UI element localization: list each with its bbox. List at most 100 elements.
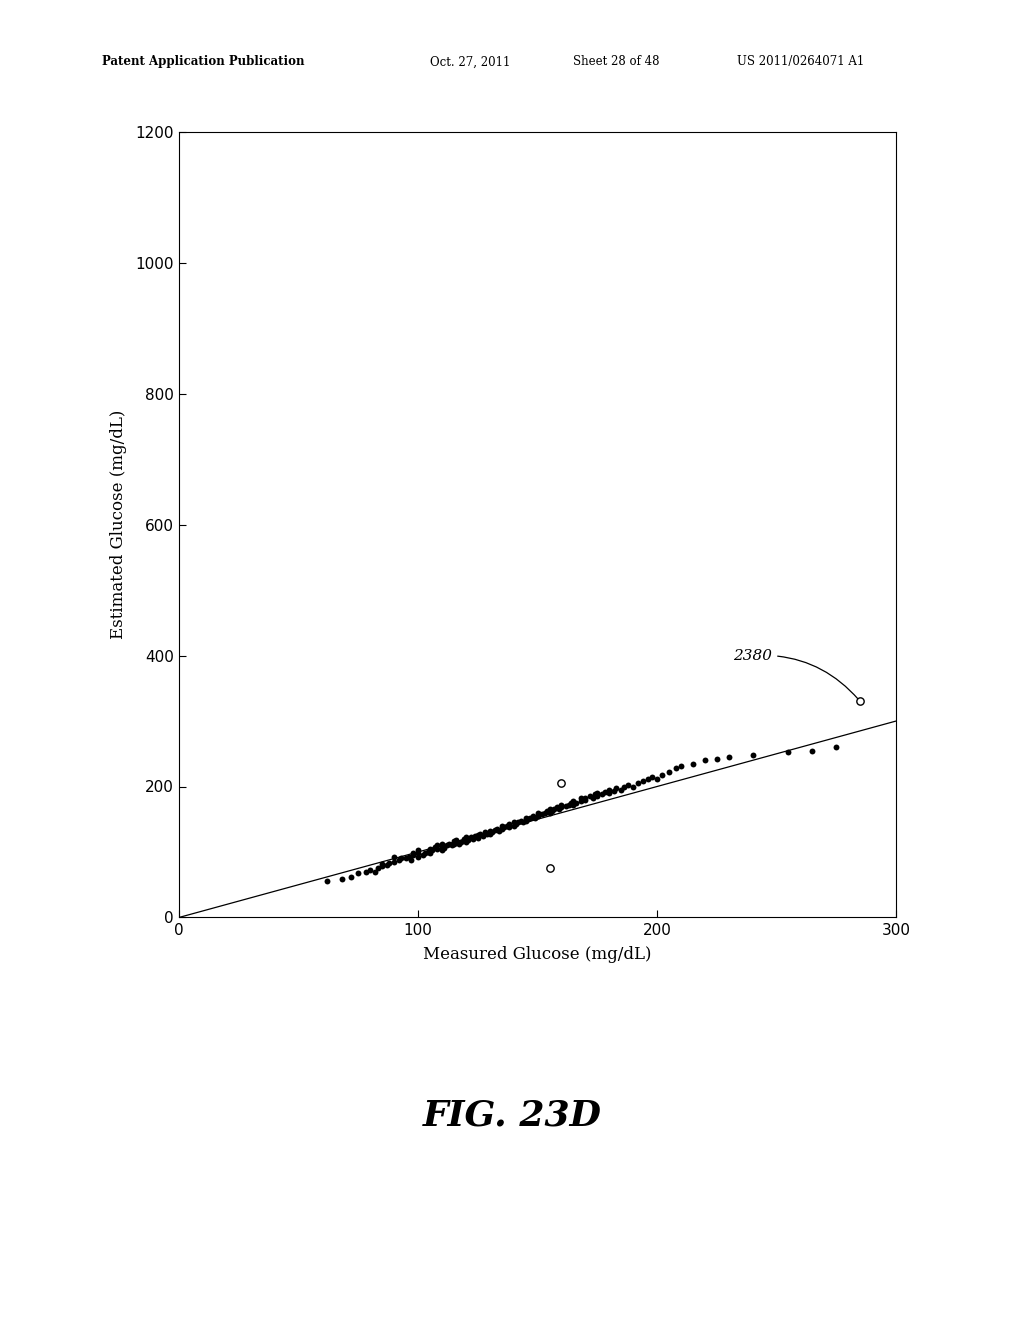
Point: [334, 869, 350, 890]
Point: [501, 814, 517, 836]
Point: [467, 825, 483, 846]
Text: Oct. 27, 2011: Oct. 27, 2011: [430, 55, 510, 69]
Text: Patent Application Publication: Patent Application Publication: [102, 55, 305, 69]
Point: [422, 842, 438, 863]
Point: [601, 783, 617, 804]
Point: [544, 801, 560, 822]
Point: [522, 808, 539, 829]
Point: [696, 750, 713, 771]
Point: [649, 768, 666, 789]
Point: [852, 690, 868, 711]
Point: [587, 784, 603, 805]
Point: [406, 842, 422, 863]
Point: [479, 824, 496, 845]
Point: [608, 777, 625, 799]
Point: [415, 843, 431, 865]
Point: [567, 792, 584, 813]
Point: [458, 826, 474, 847]
Point: [436, 837, 453, 858]
Text: FIG. 23D: FIG. 23D: [423, 1098, 601, 1133]
Point: [553, 795, 569, 816]
Point: [513, 810, 529, 832]
Point: [443, 834, 460, 855]
Point: [668, 758, 684, 779]
Point: [381, 853, 397, 874]
Point: [438, 834, 455, 855]
Point: [589, 785, 605, 807]
Point: [594, 784, 610, 805]
Point: [374, 853, 390, 874]
Point: [343, 866, 359, 887]
Point: [402, 849, 419, 870]
Point: [589, 783, 605, 804]
Point: [458, 832, 474, 853]
X-axis label: Measured Glucose (mg/dL): Measured Glucose (mg/dL): [423, 946, 652, 964]
Point: [549, 797, 565, 818]
Point: [374, 855, 390, 876]
Point: [410, 846, 426, 867]
Point: [635, 771, 651, 792]
Point: [449, 829, 465, 850]
Point: [393, 847, 410, 869]
Point: [653, 764, 670, 785]
Point: [744, 744, 761, 766]
Point: [709, 748, 725, 770]
Point: [456, 829, 472, 850]
Point: [563, 792, 580, 813]
Point: [481, 821, 498, 842]
Point: [434, 836, 451, 857]
Point: [494, 818, 510, 840]
Point: [535, 804, 551, 825]
Point: [470, 828, 486, 849]
Point: [458, 829, 474, 850]
Point: [445, 833, 462, 854]
Point: [350, 862, 367, 883]
Point: [553, 772, 569, 793]
Point: [565, 795, 582, 816]
Point: [515, 812, 531, 833]
Point: [367, 861, 383, 882]
Point: [539, 801, 555, 822]
Point: [474, 825, 490, 846]
Y-axis label: Estimated Glucose (mg/dL): Estimated Glucose (mg/dL): [110, 411, 127, 639]
Point: [639, 768, 655, 789]
Point: [420, 841, 436, 862]
Point: [465, 829, 481, 850]
Point: [625, 776, 641, 797]
Point: [453, 832, 469, 853]
Point: [441, 833, 458, 854]
Point: [565, 791, 582, 812]
Point: [613, 779, 630, 800]
Point: [434, 833, 451, 854]
Point: [517, 810, 534, 832]
Point: [362, 859, 379, 880]
Point: [429, 834, 445, 855]
Point: [424, 840, 440, 861]
Point: [582, 785, 598, 807]
Point: [391, 849, 408, 870]
Point: [596, 781, 612, 803]
Point: [630, 772, 646, 793]
Point: [477, 822, 494, 843]
Point: [494, 816, 510, 837]
Point: [578, 789, 594, 810]
Point: [558, 796, 574, 817]
Point: [398, 847, 415, 869]
Point: [429, 838, 445, 859]
Point: [542, 858, 558, 879]
Point: [721, 747, 737, 768]
Point: [585, 788, 601, 809]
Point: [422, 838, 438, 859]
Text: US 2011/0264071 A1: US 2011/0264071 A1: [737, 55, 864, 69]
Point: [529, 803, 546, 824]
Point: [506, 812, 522, 833]
Point: [445, 830, 462, 851]
Point: [517, 808, 534, 829]
Point: [660, 762, 677, 783]
Point: [434, 840, 451, 861]
Point: [451, 833, 467, 854]
Point: [470, 825, 486, 846]
Point: [520, 809, 537, 830]
Point: [481, 824, 498, 845]
Point: [621, 775, 637, 796]
